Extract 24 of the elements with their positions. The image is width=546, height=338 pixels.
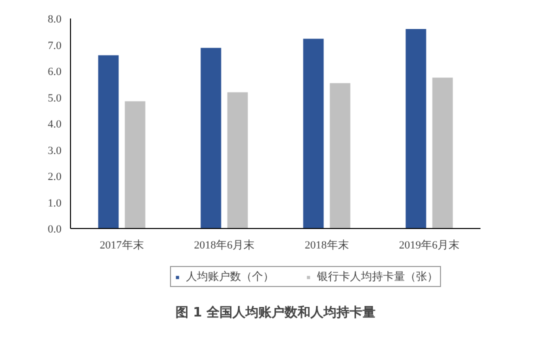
legend-label: 银行卡人均持卡量（张）	[317, 269, 438, 284]
y-tick-label: 7.0	[48, 40, 62, 52]
x-tick-label: 2018年末	[304, 238, 349, 252]
x-tick-label: 2017年末	[100, 238, 144, 252]
bar	[330, 83, 350, 228]
bar	[432, 78, 453, 228]
y-tick-label: 0.0	[48, 224, 62, 236]
y-tick-label: 3.0	[48, 144, 62, 157]
bar	[124, 101, 146, 228]
y-tick-label: 8.0	[48, 14, 62, 26]
y-tick-label: 2.0	[48, 171, 62, 183]
bar	[98, 55, 119, 228]
x-tick-label: 2019年6月末	[399, 238, 460, 252]
text: 图 1 全国人均账户数和人均持卡量	[175, 304, 376, 320]
y-tick-label: 6.0	[48, 66, 62, 78]
y-tick-label: 1.0	[48, 197, 62, 210]
bar	[406, 29, 426, 228]
legend-label: 人均账户数（个）	[186, 269, 274, 284]
bar	[227, 92, 248, 228]
x-tick-label: 2018年6月末	[194, 238, 254, 252]
y-tick-label: 4.0	[48, 118, 62, 130]
bar	[303, 38, 324, 228]
bar	[200, 48, 222, 228]
y-tick-label: 5.0	[48, 92, 62, 104]
